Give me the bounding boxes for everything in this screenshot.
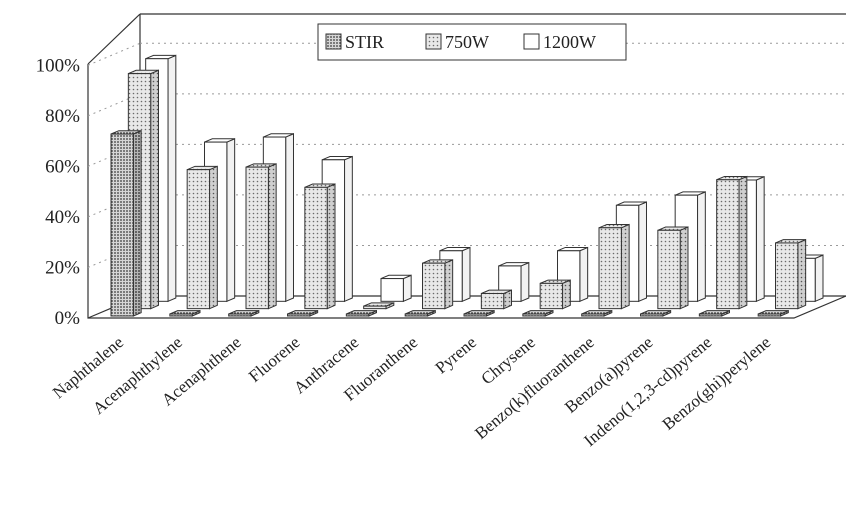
bar-stir-benzo-k-fluoranthene-front	[581, 313, 605, 317]
bar-750w-chrysene-front	[539, 282, 564, 310]
bar-750w-fluorene-side	[326, 183, 336, 310]
legend-swatch-750w	[425, 33, 442, 50]
y-tick-label: 60%	[45, 156, 80, 177]
bar-750w-benzo-ghi-perylene	[775, 238, 807, 310]
bar-stir-anthracene	[345, 309, 377, 317]
y-tick-label: 100%	[36, 55, 81, 76]
left-wall-top-edge	[87, 13, 141, 65]
legend-swatch-stir	[325, 33, 342, 50]
bar-stir-benzo-ghi-perylene	[757, 309, 789, 317]
bar-stir-fluoranthene-front	[404, 313, 429, 317]
bar-750w-acenaphthylene-front	[186, 169, 211, 310]
bar-stir-benzo-a-pyrene	[640, 309, 672, 317]
bar-1200w-fluoranthene-side	[461, 246, 471, 303]
bar-stir-naphthalene	[110, 129, 142, 317]
y-tick-label: 20%	[45, 257, 80, 278]
bar-750w-indeno-1-2-3-cd-pyrene-front	[716, 179, 740, 310]
legend-label-750w: 750W	[445, 32, 489, 52]
bar-750w-indeno-1-2-3-cd-pyrene	[716, 175, 748, 310]
bar-750w-fluoranthene-side	[444, 259, 454, 310]
bar-stir-anthracene-front	[345, 313, 370, 317]
bar-stir-indeno-1-2-3-cd-pyrene	[698, 309, 730, 317]
bar-750w-fluoranthene-front	[422, 262, 446, 310]
front-floor-edge	[87, 64, 846, 319]
bar-750w-indeno-1-2-3-cd-pyrene-side	[738, 175, 748, 310]
bar-stir-fluorene-front	[287, 313, 311, 317]
bar-1200w-anthracene-front	[380, 278, 404, 302]
bar-750w-chrysene	[539, 279, 571, 310]
bar-stir-naphthalene-front	[110, 133, 134, 317]
bar-1200w-benzo-ghi-perylene-side	[814, 254, 824, 303]
bar-1200w-naphthalene-side	[167, 54, 177, 303]
bar-750w-benzo-a-pyrene-side	[679, 226, 689, 310]
y-tick-label: 40%	[45, 207, 80, 228]
bar-750w-benzo-a-pyrene	[657, 226, 689, 310]
bars	[110, 54, 824, 317]
bar-1200w-acenaphthylene-side	[226, 138, 236, 303]
bar-1200w-anthracene-side	[402, 274, 412, 303]
bar-750w-anthracene	[363, 302, 395, 310]
bar-stir-naphthalene-side	[132, 129, 142, 317]
bar-1200w-pyrene-side	[520, 261, 530, 303]
bar-stir-acenaphthene-front	[228, 313, 252, 317]
bar-750w-acenaphthene-front	[245, 166, 269, 310]
bar-750w-acenaphthylene	[186, 165, 218, 310]
bar-stir-benzo-a-pyrene-front	[640, 313, 664, 317]
bar-stir-fluorene	[287, 309, 319, 317]
bar-750w-benzo-ghi-perylene-front	[775, 242, 799, 310]
y-axis-ticks: 0% 20% 40% 60% 80% 100%	[36, 55, 81, 329]
bar-750w-benzo-ghi-perylene-side	[797, 238, 807, 310]
legend-box	[317, 23, 627, 61]
bar-750w-fluoranthene	[422, 259, 454, 310]
bar-750w-anthracene-front	[363, 305, 387, 310]
bar-1200w-fluorene-side	[344, 155, 353, 303]
bar-stir-acenaphthylene	[169, 309, 201, 317]
bar-stir-acenaphthene	[228, 309, 260, 317]
bar-stir-indeno-1-2-3-cd-pyrene-front	[698, 313, 723, 317]
bar-1200w-benzo-a-pyrene-side	[697, 191, 706, 303]
bar-750w-benzo-a-pyrene-front	[657, 229, 681, 310]
x-tick-label-benzo-ghi-perylene: Benzo(ghi)perylene	[659, 333, 775, 434]
bar-1200w-acenaphthene-side	[285, 132, 294, 303]
bar-1200w-benzo-k-fluoranthene-side	[638, 201, 647, 303]
bar-1200w-chrysene-side	[579, 246, 589, 303]
legend-swatch-1200w	[523, 33, 540, 50]
bar-1200w-indeno-1-2-3-cd-pyrene-side	[755, 175, 765, 303]
bar-750w-acenaphthylene-side	[209, 165, 218, 310]
bar-750w-pyrene	[480, 289, 512, 310]
bar-stir-fluoranthene	[404, 309, 436, 317]
bar-750w-benzo-k-fluoranthene	[598, 223, 630, 310]
legend-label-1200w: 1200W	[543, 32, 596, 52]
bar-stir-benzo-k-fluoranthene	[581, 309, 613, 317]
bar-stir-pyrene-front	[463, 313, 487, 317]
bar-750w-pyrene-front	[480, 292, 505, 310]
bar-stir-benzo-ghi-perylene-front	[757, 313, 782, 317]
gridline-left	[87, 42, 141, 66]
bar-stir-acenaphthylene-front	[169, 313, 193, 317]
bar-750w-chrysene-side	[562, 279, 571, 310]
bar-750w-acenaphthene	[245, 163, 277, 310]
bar-stir-chrysene	[522, 309, 554, 317]
bar-750w-fluorene-front	[304, 186, 328, 310]
y-tick-label: 0%	[55, 308, 81, 329]
x-tick-label-pyrene: Pyrene	[432, 333, 480, 378]
bar-750w-naphthalene-side	[150, 69, 159, 310]
bar-750w-benzo-k-fluoranthene-front	[598, 227, 622, 310]
legend-label-stir: STIR	[345, 32, 384, 52]
bar-1200w-anthracene	[380, 274, 412, 303]
bar-750w-benzo-k-fluoranthene-side	[620, 223, 630, 310]
bar-750w-fluorene	[304, 183, 336, 310]
bar-750w-acenaphthene-side	[267, 163, 277, 310]
y-tick-label: 80%	[45, 106, 80, 127]
legend: STIR 750W 1200W	[317, 23, 627, 61]
bar-stir-chrysene-front	[522, 313, 546, 317]
bar-stir-pyrene	[463, 309, 495, 317]
